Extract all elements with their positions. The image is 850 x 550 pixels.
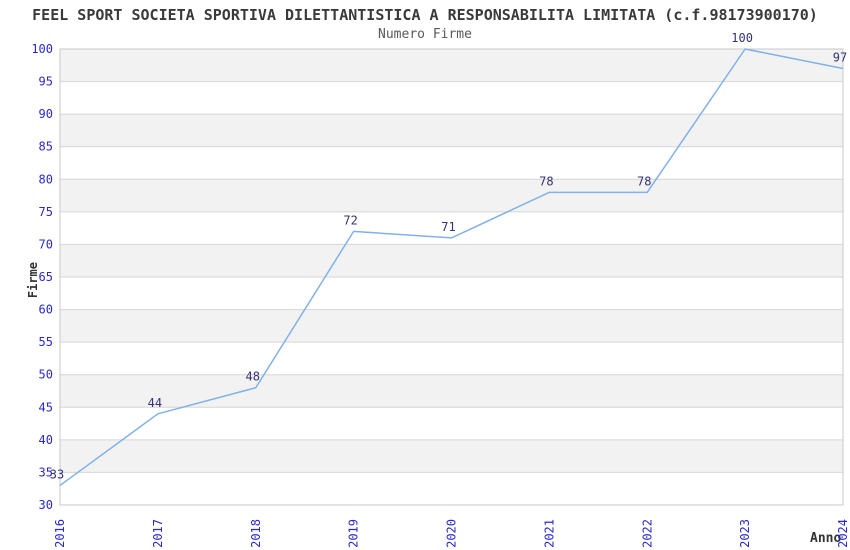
band-row [60, 342, 843, 375]
point-label: 48 [246, 370, 260, 384]
x-tick-label: 2017 [151, 519, 165, 548]
series-line [59, 48, 844, 487]
y-tick-label: 60 [39, 303, 53, 317]
y-tick-label: 75 [39, 205, 53, 219]
x-tick-label: 2022 [640, 519, 654, 548]
band-row [60, 114, 843, 147]
x-tick-label: 2018 [249, 519, 263, 548]
x-tick-label: 2021 [542, 519, 556, 548]
point-label: 44 [148, 396, 162, 410]
band-row [60, 244, 843, 277]
chart-title: FEEL SPORT SOCIETA SPORTIVA DILETTANTIST… [32, 6, 818, 24]
y-tick-label: 55 [39, 335, 53, 349]
x-tick-label: 2024 [836, 519, 850, 548]
x-tick-label: 2023 [738, 519, 752, 548]
x-tick-label: 2019 [347, 519, 361, 548]
band-row [60, 81, 843, 115]
y-tick-label: 90 [39, 107, 53, 121]
point-label: 100 [731, 31, 753, 45]
band-row [60, 407, 843, 440]
y-tick-label: 100 [31, 42, 53, 56]
y-tick-label: 50 [39, 368, 53, 382]
y-tick-label: 45 [39, 400, 53, 414]
band-row [60, 374, 843, 408]
point-label: 97 [833, 51, 847, 65]
band-row [60, 179, 843, 212]
band-row [60, 439, 843, 473]
band-row [60, 309, 843, 343]
point-label: 33 [50, 467, 64, 481]
band-row [60, 472, 843, 505]
band-row [60, 49, 843, 82]
y-tick-label: 95 [39, 75, 53, 89]
point-label: 72 [343, 213, 357, 227]
y-tick-label: 30 [39, 498, 53, 512]
x-axis-title: Anno [810, 531, 842, 546]
point-label: 78 [539, 174, 553, 188]
band-row [60, 277, 843, 310]
point-label: 71 [441, 220, 455, 234]
point-label: 78 [637, 174, 651, 188]
x-tick-label: 2020 [445, 519, 459, 548]
y-tick-label: 70 [39, 237, 53, 251]
band-row [60, 146, 843, 180]
y-tick-label: 40 [39, 433, 53, 447]
y-tick-label: 80 [39, 172, 53, 186]
y-tick-label: 35 [39, 465, 53, 479]
band-row [60, 211, 843, 245]
plot-border [59, 48, 844, 506]
y-tick-label: 65 [39, 270, 53, 284]
y-tick-label: 85 [39, 140, 53, 154]
x-tick-label: 2016 [53, 519, 67, 548]
chart-subtitle: Numero Firme [378, 27, 472, 42]
